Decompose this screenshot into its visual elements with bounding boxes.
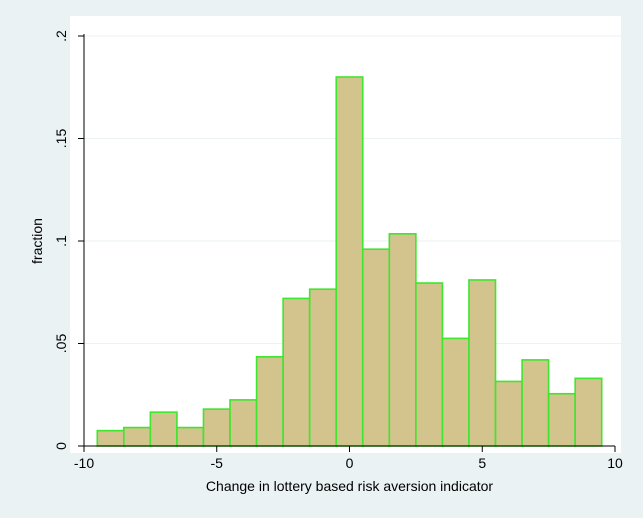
histogram-bar: [229, 399, 258, 447]
x-tick-label: 0: [346, 455, 354, 471]
x-tick-label: -10: [74, 455, 94, 471]
histogram-bar: [149, 411, 178, 447]
x-tick-label: -5: [211, 455, 224, 471]
histogram-bar: [388, 233, 417, 447]
y-axis-label: fraction: [29, 218, 45, 264]
histogram-bar: [361, 248, 391, 447]
histogram-bar: [521, 359, 550, 447]
y-tick-label: .2: [53, 30, 69, 42]
y-tick-label: .05: [53, 334, 69, 354]
bars: [96, 76, 603, 447]
histogram-bar: [282, 297, 311, 447]
histogram-bar: [494, 380, 523, 447]
histogram-bar: [441, 337, 470, 447]
histogram-bar: [96, 429, 125, 447]
x-tick-label: 10: [607, 455, 623, 471]
y-tick-label: .15: [53, 129, 69, 149]
y-tick-label: 0: [53, 442, 69, 450]
histogram-bar: [202, 408, 231, 447]
histogram-bar: [255, 356, 284, 447]
histogram-bar: [123, 426, 152, 447]
histogram-bar: [468, 279, 497, 447]
x-axis-label: Change in lottery based risk aversion in…: [206, 478, 493, 494]
histogram-bar: [415, 282, 444, 447]
histogram-bar: [308, 288, 338, 447]
y-tick-label: .1: [53, 235, 69, 247]
histogram-bar: [335, 76, 364, 447]
histogram-bar: [547, 392, 576, 447]
histogram-bar: [176, 426, 205, 447]
axes: 0 .05 .1 .15 .2 -10 -5 0 5 10: [53, 30, 623, 471]
histogram-bar: [574, 377, 603, 447]
x-tick-label: 5: [478, 455, 486, 471]
